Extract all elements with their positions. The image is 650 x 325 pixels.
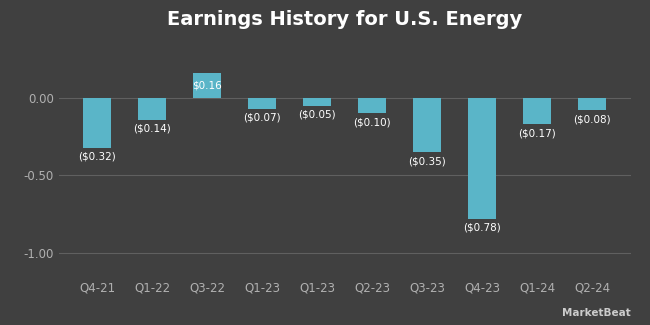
Text: MarketBeat: MarketBeat: [562, 308, 630, 318]
Bar: [83, 98, 111, 148]
Bar: [358, 98, 385, 113]
Text: $0.16: $0.16: [192, 81, 222, 91]
Bar: [304, 98, 331, 106]
Text: ($0.78): ($0.78): [463, 223, 501, 233]
Bar: [578, 98, 606, 110]
Bar: [413, 98, 441, 152]
Title: Earnings History for U.S. Energy: Earnings History for U.S. Energy: [167, 10, 522, 29]
Text: ($0.35): ($0.35): [408, 156, 446, 166]
Text: ($0.05): ($0.05): [298, 110, 336, 120]
Bar: [523, 98, 551, 124]
Bar: [138, 98, 166, 120]
Text: ($0.17): ($0.17): [518, 128, 556, 138]
Text: ($0.14): ($0.14): [133, 124, 171, 134]
Bar: [248, 98, 276, 109]
Text: ($0.10): ($0.10): [353, 117, 391, 127]
Text: ($0.07): ($0.07): [243, 113, 281, 123]
Text: ($0.08): ($0.08): [573, 114, 611, 124]
Bar: [193, 73, 221, 98]
Bar: [468, 98, 496, 219]
Text: ($0.32): ($0.32): [78, 151, 116, 162]
